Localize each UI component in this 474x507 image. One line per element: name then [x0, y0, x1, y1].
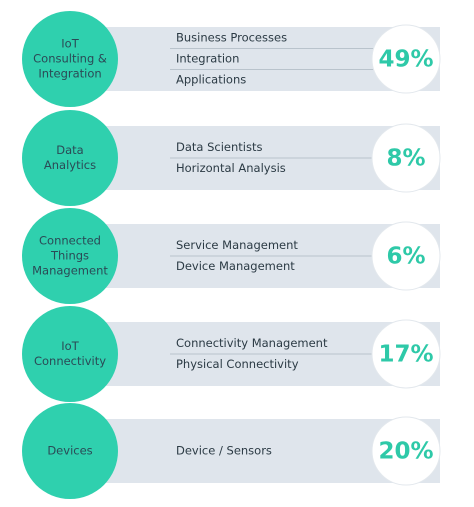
percent-circle — [371, 24, 441, 94]
category-circle — [22, 208, 118, 304]
subitem: Data Scientists — [176, 140, 263, 154]
subitem: Device Management — [176, 259, 295, 273]
subitem: Business Processes — [176, 31, 287, 45]
category-label: Integration — [38, 67, 101, 81]
category-label: Connected — [39, 234, 101, 248]
subitem: Device / Sensors — [176, 444, 272, 458]
percent-circle — [371, 319, 441, 389]
category-label: Connectivity — [34, 354, 106, 368]
row: Devices Device / Sensors 20% — [22, 403, 441, 499]
category-label: Devices — [47, 444, 92, 458]
category-label: Analytics — [44, 158, 96, 172]
percent: 49% — [378, 47, 433, 73]
subitem: Physical Connectivity — [176, 357, 299, 371]
category-label: IoT — [61, 339, 79, 353]
category-circle — [22, 306, 118, 402]
percent: 8% — [386, 146, 425, 172]
percent-circle — [371, 221, 441, 291]
subitem: Connectivity Management — [176, 336, 328, 350]
category-label: Management — [32, 264, 108, 278]
percent: 17% — [378, 342, 433, 368]
category-label: Things — [50, 249, 89, 263]
subitem: Horizontal Analysis — [176, 161, 286, 175]
percent: 20% — [378, 439, 433, 465]
subitem: Integration — [176, 52, 239, 66]
subitem: Applications — [176, 73, 246, 87]
percent-circle — [371, 416, 441, 486]
category-circle — [22, 403, 118, 499]
category-label: Data — [56, 143, 83, 157]
category-circle — [22, 11, 118, 107]
category-label: IoT — [61, 37, 79, 51]
category-circle — [22, 110, 118, 206]
percent-circle — [371, 123, 441, 193]
subitem: Service Management — [176, 238, 298, 252]
percent: 6% — [386, 244, 425, 270]
category-label: Consulting & — [33, 52, 107, 66]
